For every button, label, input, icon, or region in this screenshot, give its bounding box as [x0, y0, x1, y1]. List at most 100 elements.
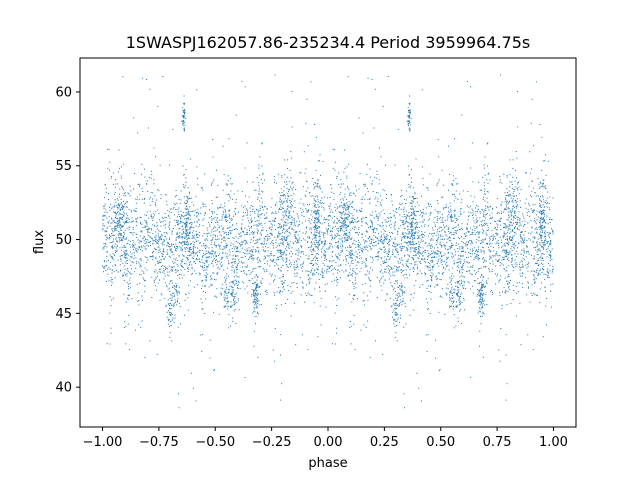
data-point	[294, 273, 296, 275]
data-point	[486, 214, 488, 216]
data-point	[463, 259, 465, 261]
data-point	[452, 244, 454, 246]
data-point	[526, 246, 528, 248]
data-point	[270, 251, 272, 253]
data-point	[151, 237, 153, 239]
data-point	[313, 302, 315, 304]
data-point	[171, 286, 173, 288]
data-point	[149, 340, 151, 342]
data-point	[277, 235, 279, 237]
data-point	[513, 289, 515, 291]
data-point	[176, 270, 178, 272]
data-point	[373, 127, 375, 129]
data-point	[296, 283, 298, 285]
data-point	[409, 263, 411, 265]
data-point	[328, 205, 330, 207]
data-point	[331, 265, 333, 267]
data-point	[135, 220, 137, 222]
data-point	[514, 263, 516, 265]
data-point	[507, 291, 509, 293]
data-point	[473, 225, 475, 227]
data-point	[107, 259, 109, 261]
data-point	[327, 219, 329, 221]
data-point	[323, 255, 325, 257]
data-point	[181, 229, 183, 231]
data-point	[467, 281, 469, 283]
data-point	[550, 219, 552, 221]
data-point	[331, 191, 333, 193]
data-point	[427, 285, 429, 287]
data-point	[178, 214, 180, 216]
data-point	[541, 210, 543, 212]
data-point	[477, 268, 479, 270]
data-point	[174, 196, 176, 198]
data-point	[216, 288, 218, 290]
data-point	[134, 210, 136, 212]
data-point	[132, 244, 134, 246]
data-point	[508, 241, 510, 243]
data-point	[149, 232, 151, 234]
data-point	[194, 210, 196, 212]
data-point	[328, 271, 330, 273]
data-point	[190, 248, 192, 250]
data-point	[301, 281, 303, 283]
data-point	[103, 247, 105, 249]
data-point	[366, 173, 368, 175]
data-point	[285, 224, 287, 226]
data-point	[111, 279, 113, 281]
data-point	[247, 231, 249, 233]
data-point	[412, 201, 414, 203]
data-point	[413, 236, 415, 238]
data-point	[452, 184, 454, 186]
data-point	[148, 228, 150, 230]
data-point	[353, 270, 355, 272]
data-point	[321, 191, 323, 193]
data-point	[165, 267, 167, 269]
data-point	[421, 257, 423, 259]
data-point	[175, 269, 177, 271]
data-point	[410, 228, 412, 230]
data-point	[156, 222, 158, 224]
data-point	[228, 226, 230, 228]
data-point	[155, 236, 157, 238]
data-point	[260, 260, 262, 262]
data-point	[106, 343, 108, 345]
data-point	[197, 221, 199, 223]
data-point	[533, 220, 535, 222]
data-point	[522, 241, 524, 243]
data-point	[377, 255, 379, 257]
data-point	[491, 293, 493, 295]
data-point	[118, 241, 120, 243]
data-point	[455, 226, 457, 228]
data-point	[482, 233, 484, 235]
data-point	[237, 288, 239, 290]
data-point	[386, 239, 388, 241]
data-point	[319, 230, 321, 232]
data-point	[140, 265, 142, 267]
data-point	[530, 196, 532, 198]
data-point	[184, 242, 186, 244]
data-point	[446, 225, 448, 227]
data-point	[228, 263, 230, 265]
data-point	[274, 279, 276, 281]
data-point	[158, 212, 160, 214]
data-point	[118, 196, 120, 198]
data-point	[483, 250, 485, 252]
data-point	[490, 235, 492, 237]
data-point	[552, 233, 554, 235]
data-point	[188, 191, 190, 193]
data-point	[337, 230, 339, 232]
data-point	[208, 247, 210, 249]
data-point	[349, 238, 351, 240]
data-point	[316, 272, 318, 274]
data-point	[550, 239, 552, 241]
data-point	[279, 192, 281, 194]
data-point	[476, 272, 478, 274]
data-point	[414, 233, 416, 235]
data-point	[158, 271, 160, 273]
data-point	[221, 258, 223, 260]
data-point	[205, 278, 207, 280]
data-point	[304, 220, 306, 222]
data-point	[261, 282, 263, 284]
data-point	[534, 221, 536, 223]
